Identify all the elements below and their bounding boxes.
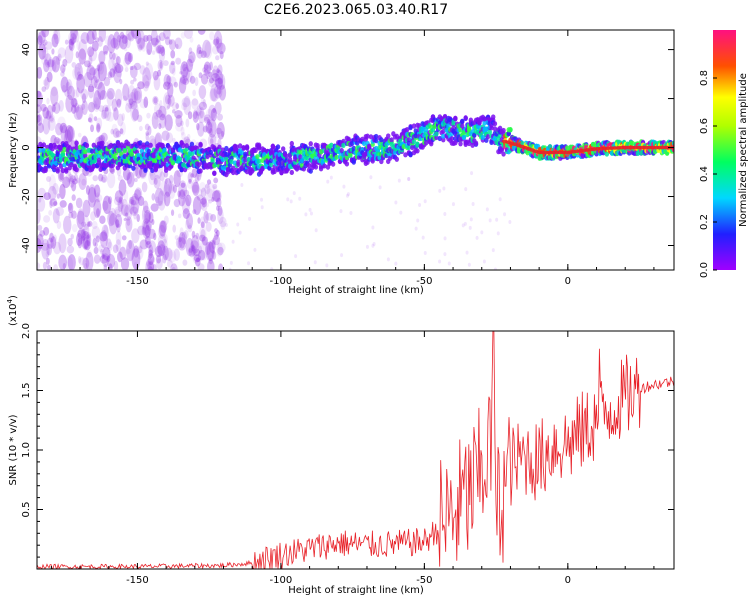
spectrogram-xlabel: Height of straight line (km) bbox=[288, 285, 424, 296]
snr-series-line bbox=[36, 330, 675, 570]
spectrogram-panel: -150 -100 -50 0 -40 -20 0 20 40 Height of straig… bbox=[8, 29, 675, 296]
colorbar-gradient bbox=[713, 30, 736, 270]
colorbar-tick-label: 0.4 bbox=[699, 166, 710, 182]
x-tick-label: -50 bbox=[416, 276, 432, 287]
colorbar: 0.0 0.2 0.4 0.6 0.8 Normalized spectral ampl… bbox=[699, 30, 749, 278]
x-tick-label: -150 bbox=[126, 276, 149, 287]
colorbar-label: Normalized spectral amplitude bbox=[738, 73, 749, 227]
y-tick-label: -20 bbox=[21, 188, 32, 204]
colorbar-tick-label: 0.8 bbox=[699, 70, 710, 86]
x-tick-label: -100 bbox=[270, 276, 293, 287]
spectrogram-image bbox=[37, 30, 674, 270]
colorbar-tick-label: 0.2 bbox=[699, 214, 710, 230]
y-tick-label: 1.0 bbox=[21, 442, 32, 458]
chart-title: C2E6.2023.065.03.40.R17 bbox=[264, 2, 448, 18]
x-tick-label: -100 bbox=[270, 575, 293, 586]
x-tick-label: 0 bbox=[565, 575, 571, 586]
spectrogram-ylabel: Frequency (Hz) bbox=[8, 112, 19, 188]
x-tick-label: 0 bbox=[565, 276, 571, 287]
x-tick-label: -150 bbox=[126, 575, 149, 586]
snr-panel: -150 -100 -50 0 0.5 1.0 1.5 2.0 Height of strai… bbox=[6, 295, 675, 596]
snr-ylabel: SNR (10 * v/v) bbox=[8, 414, 19, 485]
y-tick-label: 1.5 bbox=[21, 383, 32, 399]
x-tick-label: -50 bbox=[416, 575, 432, 586]
spectrogram-frame bbox=[36, 29, 675, 271]
y-tick-label: 40 bbox=[21, 43, 32, 56]
colorbar-tick-label: 0.6 bbox=[699, 118, 710, 134]
y-tick-label: 20 bbox=[21, 92, 32, 105]
y-tick-label: -40 bbox=[21, 237, 32, 253]
y-tick-label: 2.0 bbox=[21, 323, 32, 339]
colorbar-tick-label: 0.0 bbox=[699, 262, 710, 278]
snr-xlabel: Height of straight line (km) bbox=[288, 585, 424, 596]
snr-scale-label: (x104) bbox=[6, 295, 19, 326]
y-tick-label: 0.5 bbox=[21, 502, 32, 518]
y-tick-label: 0 bbox=[21, 144, 32, 150]
